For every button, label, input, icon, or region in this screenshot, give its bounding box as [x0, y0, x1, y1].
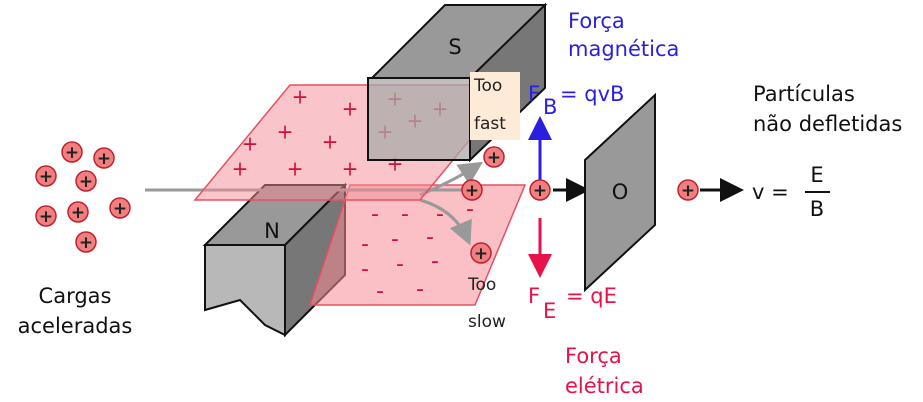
- plus-sign: +: [342, 157, 359, 181]
- magnet-label: S: [448, 35, 461, 59]
- plus-sign: +: [322, 130, 339, 154]
- charge-sign: +: [71, 203, 85, 223]
- force-subscript: B: [543, 95, 557, 119]
- slit-plate: [584, 92, 656, 293]
- charge: +: [529, 179, 551, 201]
- source-label: Cargas: [39, 284, 112, 308]
- charge-circle: [35, 205, 57, 227]
- charge-circle: [75, 231, 97, 253]
- charge-sign: +: [113, 199, 127, 219]
- velocity-lhs: v =: [752, 180, 789, 204]
- too-slow: Too: [467, 275, 496, 295]
- force-label: magnética: [568, 37, 679, 61]
- source-label: aceleradas: [18, 314, 133, 338]
- slit-label: O: [612, 180, 629, 204]
- charge: +: [470, 242, 492, 264]
- negative-signs: - - - -- - -- - -- -: [361, 197, 474, 304]
- charge-sign: +: [97, 149, 111, 169]
- velocity-numerator: E: [810, 163, 823, 187]
- minus-sign: -: [391, 227, 399, 252]
- charge-sign: +: [79, 172, 93, 192]
- charge-circle: [109, 197, 131, 219]
- charge-circle: [93, 147, 115, 169]
- force-equation: = qE: [566, 284, 617, 308]
- force-equation: = qvB: [560, 82, 624, 106]
- output-label: não defletidas: [753, 112, 902, 136]
- charge: +: [61, 141, 83, 163]
- minus-sign: -: [396, 252, 404, 277]
- minus-sign: -: [416, 277, 424, 302]
- force-label: Força: [568, 9, 625, 33]
- charge-circle: [461, 179, 483, 201]
- minus-sign: -: [426, 225, 434, 250]
- minus-sign: -: [436, 202, 444, 227]
- charge-sign: +: [39, 167, 53, 187]
- charge-sign: +: [474, 244, 488, 264]
- charge-circle: [677, 179, 699, 201]
- velocity-denominator: B: [810, 197, 824, 221]
- charge: +: [677, 179, 699, 201]
- force-symbol: F: [528, 284, 540, 308]
- force-label: elétrica: [565, 374, 644, 398]
- minus-sign: -: [401, 202, 409, 227]
- charges: + ++ ++ + ++++ +++: [35, 141, 699, 264]
- charge: +: [75, 231, 97, 253]
- charge-sign: +: [533, 181, 547, 201]
- charge-sign: +: [79, 233, 93, 253]
- too-slow: slow: [468, 312, 506, 332]
- plus-sign: +: [342, 97, 359, 121]
- charge-circle: [61, 141, 83, 163]
- charge: +: [461, 179, 483, 201]
- plus-sign: +: [232, 157, 249, 181]
- north-magnet: N: [202, 182, 348, 338]
- minus-sign: -: [431, 249, 439, 274]
- charge-sign: +: [39, 207, 53, 227]
- magnet-label: N: [264, 219, 280, 243]
- plus-sign: +: [242, 132, 259, 156]
- charge-sign: +: [65, 143, 79, 163]
- charge: +: [93, 147, 115, 169]
- minus-sign: -: [371, 202, 379, 227]
- output-label: Partículas: [753, 82, 855, 106]
- force-label: Força: [565, 344, 622, 368]
- charge-circle: [483, 146, 505, 168]
- charge: +: [67, 201, 89, 223]
- charge: +: [35, 205, 57, 227]
- charge-circle: [470, 242, 492, 264]
- plus-sign: +: [292, 85, 309, 109]
- charge-sign: +: [681, 181, 695, 201]
- charge-sign: +: [487, 148, 501, 168]
- plus-sign: +: [277, 120, 294, 144]
- force-subscript: E: [543, 299, 556, 323]
- charge: +: [75, 170, 97, 192]
- minus-sign: -: [376, 279, 384, 304]
- charge: +: [109, 197, 131, 219]
- charge-circle: [67, 201, 89, 223]
- slow-path: [419, 198, 472, 246]
- minus-sign: -: [361, 257, 369, 282]
- charge-circle: [35, 165, 57, 187]
- too-fast: fast: [474, 114, 506, 134]
- charge-circle: [75, 170, 97, 192]
- plus-sign: +: [287, 157, 304, 181]
- force-symbol: F: [528, 82, 540, 106]
- charge-circle: [529, 179, 551, 201]
- charge: +: [35, 165, 57, 187]
- charge: +: [483, 146, 505, 168]
- charge-sign: +: [465, 181, 479, 201]
- minus-sign: -: [361, 232, 369, 257]
- label-backdrop: [470, 72, 520, 140]
- too-fast: Too: [473, 76, 502, 96]
- negative-plate: [308, 184, 527, 306]
- minus-sign: -: [466, 197, 474, 222]
